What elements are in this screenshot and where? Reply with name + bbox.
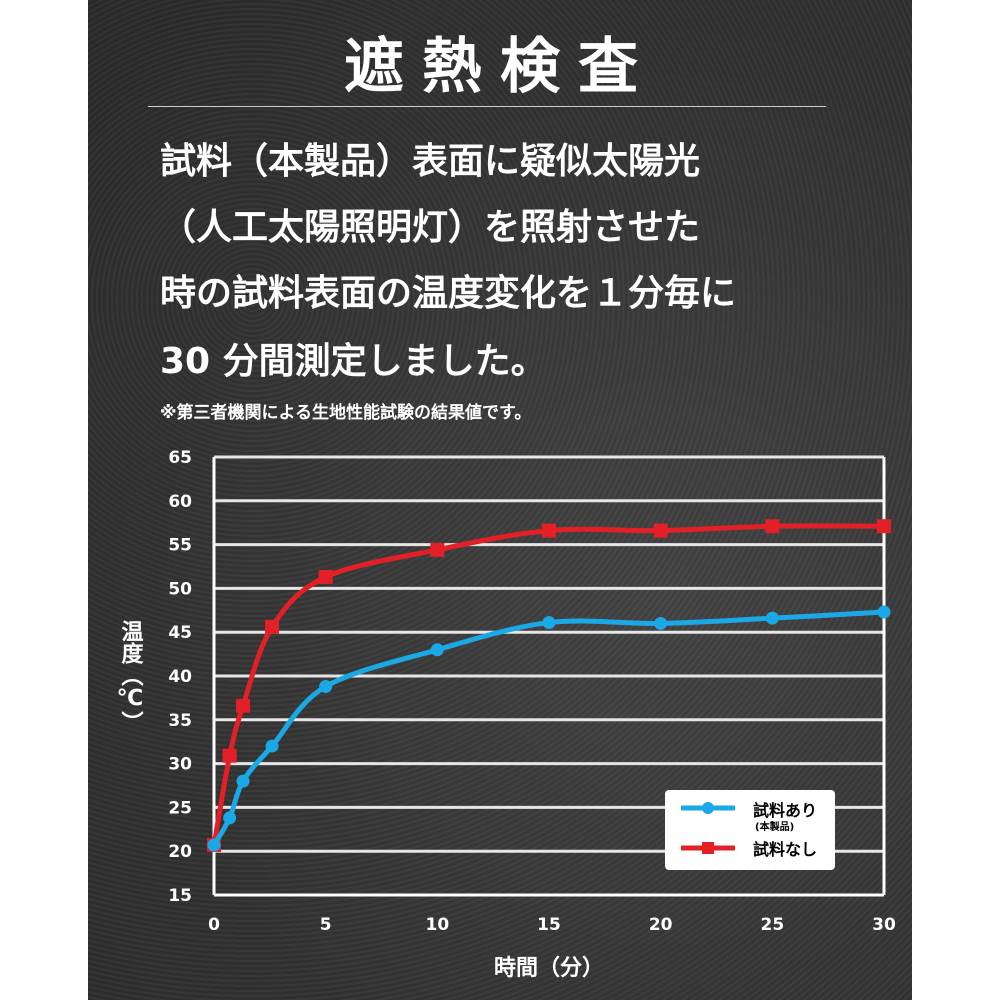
legend-circle-marker-icon bbox=[702, 802, 714, 814]
data-point bbox=[265, 739, 279, 753]
y-tick-label: 55 bbox=[168, 536, 192, 556]
series-line bbox=[211, 523, 885, 846]
x-tick-label: 15 bbox=[537, 915, 561, 935]
x-axis-label: 時間（分） bbox=[494, 956, 604, 981]
data-point bbox=[654, 616, 668, 630]
data-point bbox=[222, 748, 237, 763]
data-point bbox=[265, 619, 280, 634]
data-point bbox=[430, 542, 445, 557]
y-tick-label: 15 bbox=[168, 886, 192, 906]
y-tick-label: 20 bbox=[168, 842, 192, 862]
data-point bbox=[877, 605, 891, 619]
x-tick-label: 10 bbox=[425, 915, 449, 935]
y-tick-label: 25 bbox=[168, 798, 192, 818]
y-tick-label: 45 bbox=[168, 623, 192, 643]
data-point bbox=[223, 811, 237, 825]
y-tick-label: 40 bbox=[168, 667, 192, 687]
x-tick-label: 25 bbox=[760, 915, 784, 935]
data-point bbox=[542, 616, 556, 630]
x-tick-label: 0 bbox=[208, 915, 220, 935]
left-margin bbox=[0, 0, 88, 1000]
legend-label: 試料なし bbox=[753, 840, 818, 859]
data-point bbox=[765, 519, 780, 534]
legend-square-marker-icon bbox=[702, 842, 714, 854]
y-tick-label: 60 bbox=[168, 492, 192, 512]
legend-label: 試料あり bbox=[753, 801, 818, 820]
data-point bbox=[207, 838, 221, 852]
x-tick-label: 30 bbox=[872, 915, 896, 935]
y-axis-label: 温度（℃） bbox=[117, 620, 144, 733]
y-tick-label: 65 bbox=[168, 448, 192, 468]
legend: 試料あり (本製品) 試料なし bbox=[665, 790, 835, 870]
description-line: 試料（本製品）表面に疑似太陽光 bbox=[160, 141, 701, 182]
data-point bbox=[319, 680, 333, 694]
x-tick-label: 5 bbox=[320, 915, 332, 935]
description-line: 時の試料表面の温度変化を１分毎に bbox=[160, 273, 737, 314]
y-tick-label: 50 bbox=[168, 579, 192, 599]
description-line: （人工太陽照明灯）を照射させた bbox=[160, 207, 701, 248]
divider bbox=[148, 106, 826, 107]
data-point bbox=[318, 570, 333, 585]
data-point bbox=[236, 774, 250, 788]
right-margin bbox=[912, 0, 1000, 1000]
y-tick-label: 35 bbox=[168, 711, 192, 731]
footnote: ※第三者機関による生地性能試験の結果値です。 bbox=[160, 403, 532, 423]
data-point bbox=[877, 519, 891, 534]
data-point bbox=[653, 523, 668, 538]
description-line: 30 分間測定しました。 bbox=[160, 341, 547, 382]
data-point bbox=[542, 523, 556, 538]
page-title: 遮熱検査 bbox=[344, 32, 656, 102]
data-point bbox=[765, 611, 779, 625]
x-tick-label: 20 bbox=[649, 915, 673, 935]
data-point bbox=[236, 698, 251, 713]
y-tick-label: 30 bbox=[168, 755, 192, 775]
data-point bbox=[430, 643, 444, 657]
legend-sublabel: (本製品) bbox=[755, 822, 795, 833]
